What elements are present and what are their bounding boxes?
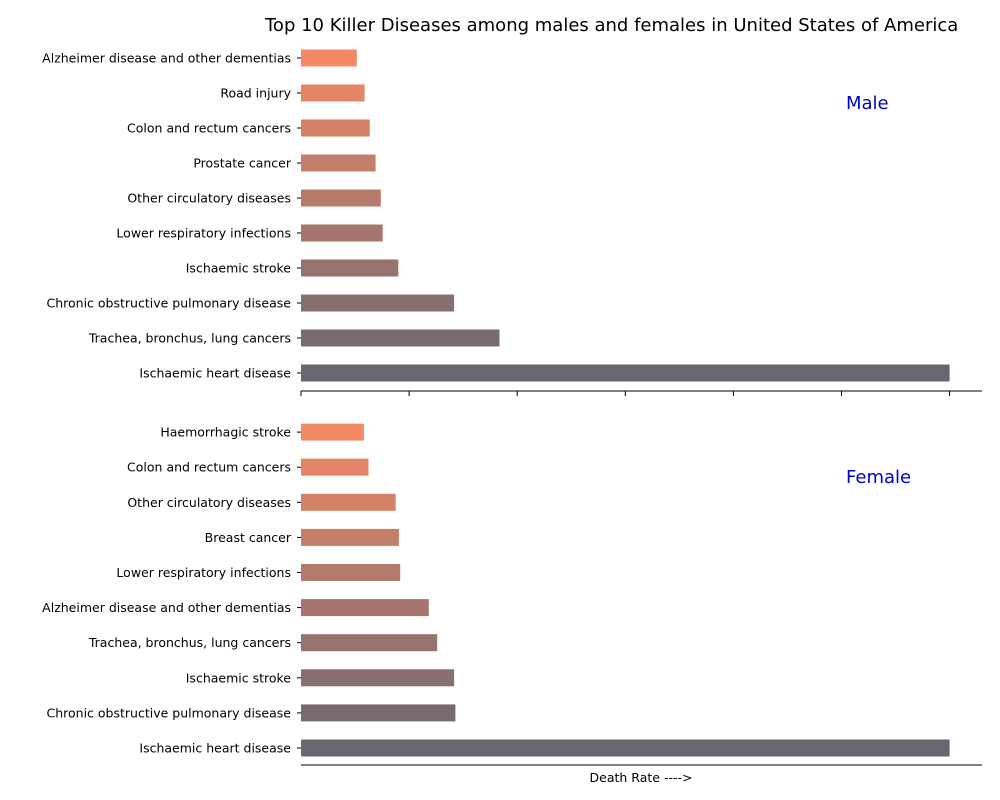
male-category-label: Prostate cancer (193, 156, 291, 171)
female-category-label: Trachea, bronchus, lung cancers (88, 635, 291, 650)
male-category-label: Alzheimer disease and other dementias (42, 51, 291, 66)
x-axis-label: Death Rate ----> (590, 770, 693, 785)
male-bar (301, 189, 381, 207)
panel-female: Ischaemic heart disease Chronic obstructi… (42, 423, 982, 766)
female-category-label: Alzheimer disease and other dementias (42, 600, 291, 615)
male-category-label: Colon and rectum cancers (127, 121, 291, 136)
male-category-label: Lower respiratory infections (116, 226, 291, 241)
male-bar (301, 84, 365, 102)
female-category-label: Haemorrhagic stroke (160, 425, 291, 440)
male-category-label: Ischaemic heart disease (139, 366, 291, 381)
female-category-label: Ischaemic stroke (186, 670, 292, 685)
male-bar (301, 294, 455, 312)
female-panel-label: Female (846, 467, 911, 488)
female-category-label: Chronic obstructive pulmonary disease (47, 705, 292, 720)
female-category-label: Ischaemic heart disease (139, 741, 291, 756)
female-bar (301, 528, 399, 546)
male-category-label: Trachea, bronchus, lung cancers (88, 331, 291, 346)
female-category-label: Breast cancer (205, 530, 292, 545)
male-bar (301, 259, 399, 277)
male-category-label: Chronic obstructive pulmonary disease (47, 296, 292, 311)
panel-male: Ischaemic heart disease Trachea, bronchus… (42, 49, 982, 396)
chart-title: Top 10 Killer Diseases among males and f… (264, 15, 958, 36)
male-bar (301, 49, 357, 67)
male-category-label: Ischaemic stroke (186, 261, 292, 276)
female-bar (301, 669, 455, 687)
female-category-label: Colon and rectum cancers (127, 460, 291, 475)
male-panel-label: Male (846, 93, 889, 114)
female-bar (301, 458, 369, 476)
male-category-label: Other circulatory diseases (127, 191, 291, 206)
female-bar (301, 599, 429, 617)
male-bar (301, 119, 370, 137)
male-bar (301, 224, 383, 242)
male-bar (301, 154, 376, 172)
female-category-label: Other circulatory diseases (127, 495, 291, 510)
male-category-label: Road injury (220, 86, 291, 101)
female-bar (301, 739, 950, 757)
female-category-label: Lower respiratory infections (116, 565, 291, 580)
female-bar (301, 704, 456, 722)
female-bar (301, 423, 364, 441)
female-bar (301, 564, 401, 581)
female-bar (301, 634, 438, 652)
male-bar (301, 364, 950, 382)
female-bar (301, 493, 396, 511)
male-bar (301, 329, 500, 347)
